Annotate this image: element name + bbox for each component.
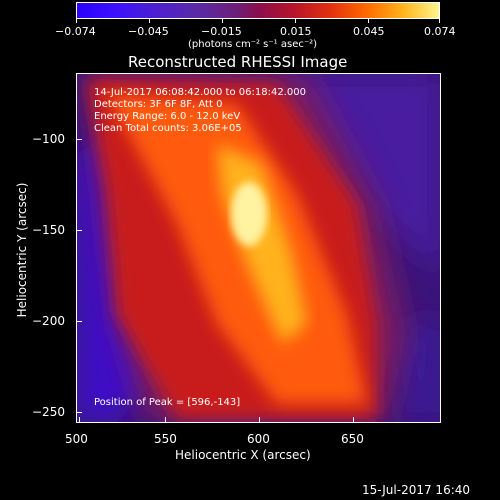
colorbar-tick: [222, 19, 223, 23]
y-tick-label: −150: [32, 223, 65, 237]
y-tick-label: −100: [32, 132, 65, 146]
peak-core: [231, 182, 267, 246]
colorbar-tick-label: 0.015: [280, 25, 312, 38]
info-line-energy: Energy Range: 6.0 - 12.0 keV: [94, 111, 241, 122]
y-tick: [76, 321, 82, 322]
colorbar-tick-label: −0.045: [128, 25, 169, 38]
colorbar-tick: [368, 19, 369, 23]
footer-timestamp: 15-Jul-2017 16:40: [362, 483, 471, 497]
x-tick: [259, 417, 260, 423]
colorbar-tick-label: −0.074: [55, 25, 96, 38]
colorbar-tick-label: 0.045: [353, 25, 385, 38]
x-tick: [79, 417, 80, 423]
x-tick: [353, 417, 354, 423]
x-tick-label: 650: [341, 432, 364, 446]
y-tick: [76, 412, 82, 413]
peak-position-label: Position of Peak = [596,-143]: [94, 397, 241, 408]
y-tick-label: −250: [32, 405, 65, 419]
x-tick-label: 550: [154, 432, 177, 446]
y-tick: [76, 139, 82, 140]
colorbar-tick: [295, 19, 296, 23]
colorbar-tick: [76, 19, 77, 23]
image-plot: [76, 73, 441, 423]
x-axis-label: Heliocentric X (arcsec): [175, 448, 311, 462]
rhessi-image: [77, 74, 440, 422]
colorbar-unit-label: (photons cm⁻² s⁻¹ asec⁻²): [188, 39, 318, 50]
lower-right-band: [397, 314, 440, 422]
x-tick-label: 600: [247, 432, 270, 446]
y-tick-label: −200: [32, 314, 65, 328]
colorbar-tick-label: 0.074: [424, 25, 456, 38]
info-line-time: 14-Jul-2017 06:08:42.000 to 06:18:42.000: [94, 87, 306, 98]
info-line-detectors: Detectors: 3F 6F 8F, Att 0: [94, 99, 223, 110]
x-tick-label: 500: [65, 432, 88, 446]
colorbar: [76, 2, 440, 19]
info-line-clean: Clean Total counts: 3.06E+05: [94, 123, 242, 134]
colorbar-tick-label: −0.015: [201, 25, 242, 38]
x-tick: [165, 417, 166, 423]
colorbar-tick: [149, 19, 150, 23]
y-tick: [76, 230, 82, 231]
plot-title: Reconstructed RHESSI Image: [128, 53, 348, 71]
colorbar-tick: [439, 19, 440, 23]
y-axis-label: Heliocentric Y (arcsec): [15, 182, 29, 318]
